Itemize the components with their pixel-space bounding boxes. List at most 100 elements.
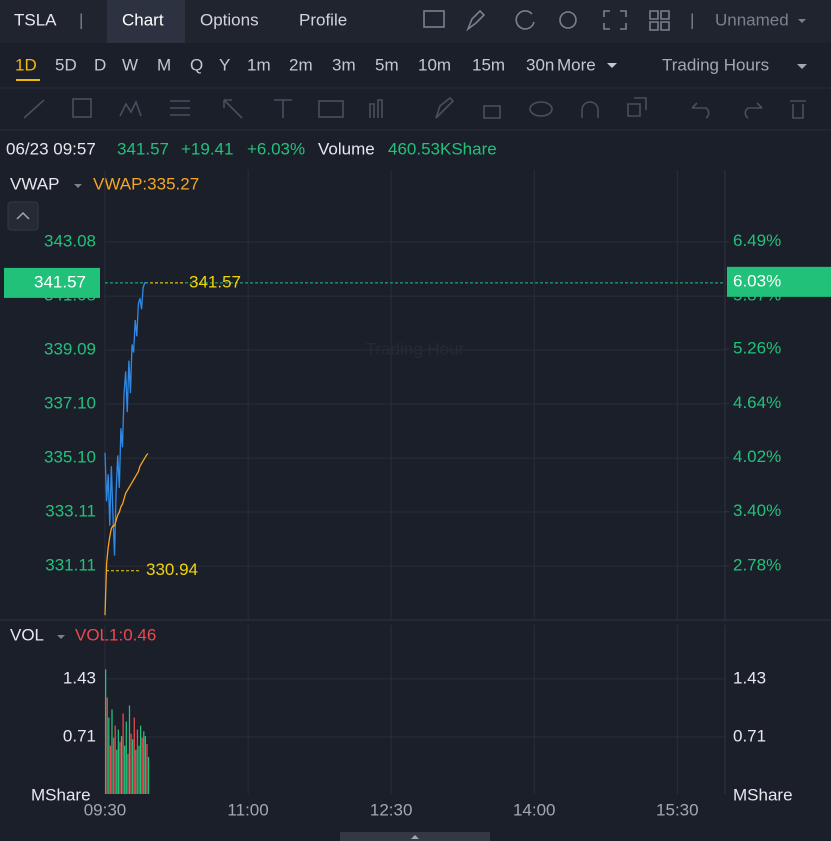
tool[interactable]	[170, 100, 190, 116]
layout-name[interactable]: Unnamed	[715, 10, 789, 29]
last-pct-box	[727, 266, 831, 297]
volume-bar	[117, 729, 119, 794]
quote-change-pct: +6.03%	[247, 139, 305, 158]
y-tick-label: 333.11	[45, 501, 96, 520]
divider: |	[690, 10, 694, 29]
volume-bar	[124, 745, 126, 794]
volume-bar	[138, 745, 140, 794]
volume-bar	[146, 744, 148, 794]
settings-icon[interactable]	[559, 11, 577, 29]
refresh-icon[interactable]	[515, 10, 535, 30]
draw-icon[interactable]	[466, 9, 486, 32]
session[interactable]: Trading Hours	[662, 55, 769, 74]
tab[interactable]: Chart	[122, 10, 164, 29]
quote-change: +19.41	[181, 139, 233, 158]
volume-bar	[139, 725, 142, 794]
indicator-label[interactable]: VOL	[10, 625, 44, 644]
y-tick-label: 331.11	[45, 556, 96, 575]
timeframe[interactable]: W	[122, 55, 138, 74]
y-tick-label: 0.71	[63, 726, 96, 745]
timeframe[interactable]: Q	[190, 55, 203, 74]
volume-bar	[125, 721, 127, 794]
timeframe[interactable]: 3m	[332, 55, 356, 74]
y-tick-label: 339.09	[44, 340, 96, 359]
layout-icon[interactable]	[649, 10, 670, 31]
timeframe[interactable]: 1D	[15, 55, 37, 74]
indicator-value: VWAP:335.27	[93, 174, 199, 193]
dropdown-arrow[interactable]	[797, 64, 807, 69]
volume-bar	[132, 739, 134, 794]
dropdown-arrow[interactable]	[57, 635, 65, 639]
volume-bar	[127, 753, 129, 794]
timeframe[interactable]: 2m	[289, 55, 313, 74]
tool[interactable]	[529, 101, 553, 117]
volume-bar	[111, 709, 113, 794]
tool[interactable]	[223, 99, 243, 119]
tool[interactable]	[744, 102, 763, 119]
tab[interactable]: Options	[200, 10, 259, 29]
tool[interactable]	[581, 101, 599, 118]
tool[interactable]	[23, 99, 45, 119]
volume-bar	[114, 725, 116, 794]
y-tick-label: 343.08	[44, 232, 96, 251]
scroll-arrow[interactable]	[411, 835, 419, 839]
tool[interactable]	[119, 99, 142, 117]
series-line	[104, 282, 148, 556]
unit-label: MShare	[31, 785, 91, 804]
tool[interactable]	[790, 100, 806, 119]
fullscreen-icon[interactable]	[603, 10, 627, 30]
last-price: 341.57	[34, 272, 86, 291]
tool[interactable]	[72, 98, 92, 118]
tool[interactable]	[369, 99, 383, 118]
last-price-box	[4, 267, 100, 298]
volume-bar	[147, 756, 150, 794]
volume-bar	[120, 736, 123, 794]
timeframe[interactable]: M	[157, 55, 171, 74]
dropdown-arrow[interactable]	[74, 184, 82, 188]
volume-bar	[122, 713, 124, 794]
timeframe[interactable]: Y	[219, 55, 230, 74]
unit-label: MShare	[733, 785, 793, 804]
y2-tick-label: 3.40%	[733, 501, 781, 520]
indicator-label[interactable]: VWAP	[10, 174, 59, 193]
volume-bar	[130, 733, 132, 794]
timeframe[interactable]: 1m	[247, 55, 271, 74]
high-label: 341.57	[189, 272, 241, 291]
tool[interactable]	[691, 102, 710, 119]
symbol[interactable]: TSLA	[14, 10, 57, 29]
tool[interactable]	[435, 96, 455, 119]
timeframe[interactable]: 30n	[526, 55, 554, 74]
volume-bar	[133, 717, 135, 794]
volume-bar	[108, 717, 110, 794]
timeframe[interactable]: 10m	[418, 55, 451, 74]
volume-bar	[116, 749, 118, 794]
tool[interactable]	[318, 100, 344, 118]
volume-bar	[136, 729, 139, 794]
timeframe[interactable]: D	[94, 55, 106, 74]
volume-bar	[144, 736, 147, 794]
y-tick-label: 337.10	[44, 393, 96, 412]
active-tab-bg	[107, 0, 185, 43]
tab[interactable]: Profile	[299, 10, 347, 29]
tool[interactable]	[627, 97, 647, 117]
volume-bar	[119, 741, 121, 794]
tool[interactable]	[274, 99, 292, 118]
top-icons	[423, 9, 670, 32]
quote-volume: 460.53KShare	[388, 139, 497, 158]
volume-bar	[141, 737, 143, 794]
quote-time: 06/23 09:57	[6, 139, 96, 158]
tool[interactable]	[483, 105, 501, 119]
more[interactable]: More	[557, 55, 596, 74]
timeframe[interactable]: 5m	[375, 55, 399, 74]
collapse-button[interactable]	[7, 201, 39, 231]
volume-bar	[135, 749, 137, 794]
y2-tick-label: 4.64%	[733, 393, 781, 412]
timeframe[interactable]: 5D	[55, 55, 77, 74]
dropdown-arrow[interactable]	[798, 19, 806, 23]
x-tick-label: 15:30	[656, 800, 699, 819]
timeframe[interactable]: 15m	[472, 55, 505, 74]
x-tick-label: 12:30	[370, 800, 413, 819]
indicator-icon[interactable]	[423, 10, 445, 28]
draw-tools	[23, 96, 806, 119]
